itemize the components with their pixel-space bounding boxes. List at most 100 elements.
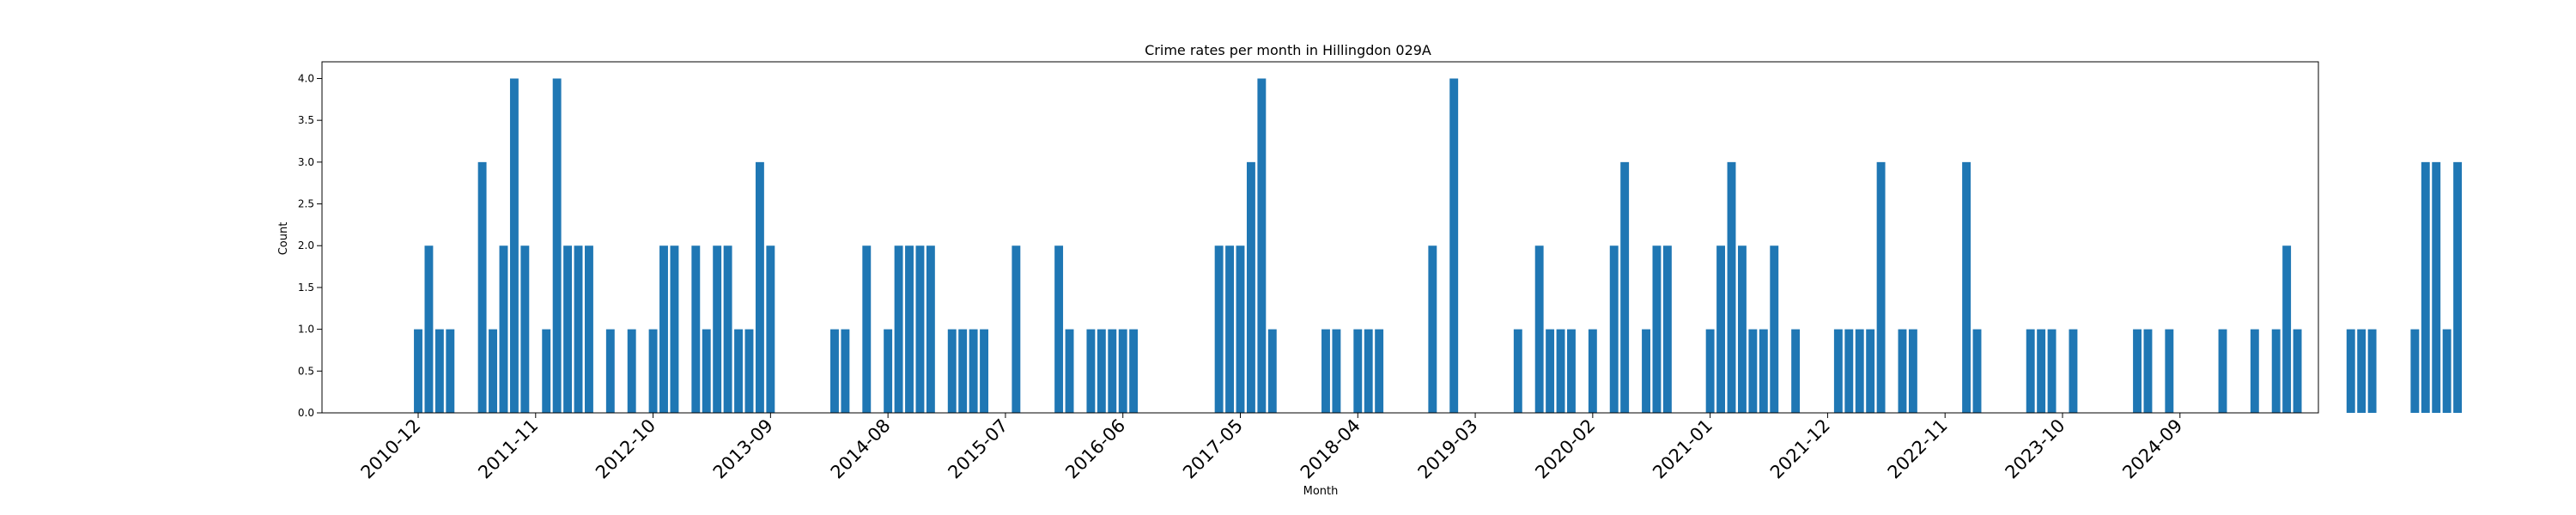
bar	[1321, 329, 1330, 413]
x-tick-label: 2016-06	[1061, 415, 1129, 483]
y-tick-label: 3.5	[298, 114, 314, 126]
bar	[1012, 245, 1021, 413]
y-tick-label: 3.0	[298, 156, 314, 168]
bar	[744, 329, 754, 413]
bar	[2250, 329, 2259, 413]
bar	[691, 245, 701, 413]
bar	[605, 329, 615, 413]
bar	[862, 245, 872, 413]
x-tick-label: 2017-05	[1179, 415, 1247, 483]
bar	[1791, 329, 1801, 413]
bar	[1546, 329, 1555, 413]
y-tick-label: 0.5	[298, 365, 314, 377]
bar	[1428, 245, 1437, 413]
x-tick-label: 2011-11	[474, 415, 542, 483]
bar	[884, 329, 893, 413]
x-axis: 2010-12 2011-11 2012-10 2013-09 2014-08 2015-…	[357, 413, 2186, 483]
bar	[894, 245, 903, 413]
x-tick-label: 2023-10	[2002, 415, 2069, 483]
bar	[1449, 78, 1459, 413]
x-tick-label: 2019-03	[1414, 415, 1482, 483]
x-tick-label: 2021-01	[1649, 415, 1716, 483]
bar	[2282, 245, 2292, 413]
bar	[713, 245, 722, 413]
bar	[1833, 329, 1843, 413]
bar	[1267, 329, 1277, 413]
bar	[509, 78, 519, 413]
bar	[1246, 161, 1255, 414]
bar	[2047, 329, 2057, 413]
bar	[1236, 245, 1245, 413]
y-tick-label: 1.0	[298, 324, 314, 336]
x-tick-label: 2012-10	[592, 415, 659, 483]
bar	[2367, 329, 2377, 413]
bar-series	[414, 78, 2463, 414]
x-tick-label: 2010-12	[357, 415, 425, 483]
bar	[2069, 329, 2078, 413]
bar	[627, 329, 636, 413]
bar	[2442, 329, 2451, 413]
x-tick-label: 2022-11	[1884, 415, 1952, 483]
bar	[2271, 329, 2281, 413]
bar	[1898, 329, 1907, 413]
bar	[969, 329, 978, 413]
bar	[1108, 329, 1117, 413]
bar	[1716, 245, 1726, 413]
bar	[723, 245, 732, 413]
bar	[2357, 329, 2366, 413]
bar	[552, 78, 562, 413]
bar	[2453, 161, 2463, 414]
bar	[1065, 329, 1074, 413]
bar	[958, 329, 968, 413]
bar	[1705, 329, 1715, 413]
bar	[659, 245, 668, 413]
bar	[1257, 78, 1267, 413]
x-tick-label: 2014-08	[827, 415, 895, 483]
bar	[1556, 329, 1565, 413]
bar	[905, 245, 914, 413]
bar	[489, 329, 497, 413]
bar	[477, 161, 487, 414]
bar	[766, 245, 775, 413]
bar	[1534, 245, 1544, 413]
y-tick-label: 0.0	[298, 407, 314, 419]
bar	[1876, 161, 1886, 414]
bar	[1214, 245, 1224, 413]
bar	[414, 329, 422, 413]
bar	[1086, 329, 1096, 413]
y-axis-label: Count	[277, 222, 290, 256]
bar	[1097, 329, 1106, 413]
plot-frame	[321, 61, 2319, 414]
bar	[1662, 245, 1672, 413]
bar	[1375, 329, 1384, 413]
bar	[915, 245, 925, 413]
y-tick-label: 4.0	[298, 72, 314, 84]
x-tick-label: 2024-09	[2118, 415, 2186, 483]
bar	[2133, 329, 2142, 413]
bar	[1759, 329, 1768, 413]
bar	[1054, 245, 1064, 413]
bar	[1353, 329, 1363, 413]
bar	[841, 329, 850, 413]
bar	[1609, 245, 1619, 413]
x-tick-label: 2018-04	[1297, 415, 1364, 483]
bar	[1844, 329, 1854, 413]
bar	[1620, 161, 1630, 414]
bar	[424, 245, 434, 413]
bar	[947, 329, 957, 413]
bar	[1225, 245, 1235, 413]
bar	[2293, 329, 2302, 413]
chart-title: Crime rates per month in Hillingdon 029A	[1145, 42, 1431, 58]
bar	[1770, 245, 1779, 413]
x-tick-label: 2021-12	[1766, 415, 1834, 483]
y-tick-label: 2.0	[298, 239, 314, 251]
bar	[1855, 329, 1864, 413]
bar	[2026, 329, 2035, 413]
bar	[670, 245, 679, 413]
bar	[1513, 329, 1522, 413]
bar	[434, 329, 444, 413]
bar	[1748, 329, 1758, 413]
bar	[2143, 329, 2153, 413]
bar	[1908, 329, 1917, 413]
bar	[2346, 329, 2355, 413]
